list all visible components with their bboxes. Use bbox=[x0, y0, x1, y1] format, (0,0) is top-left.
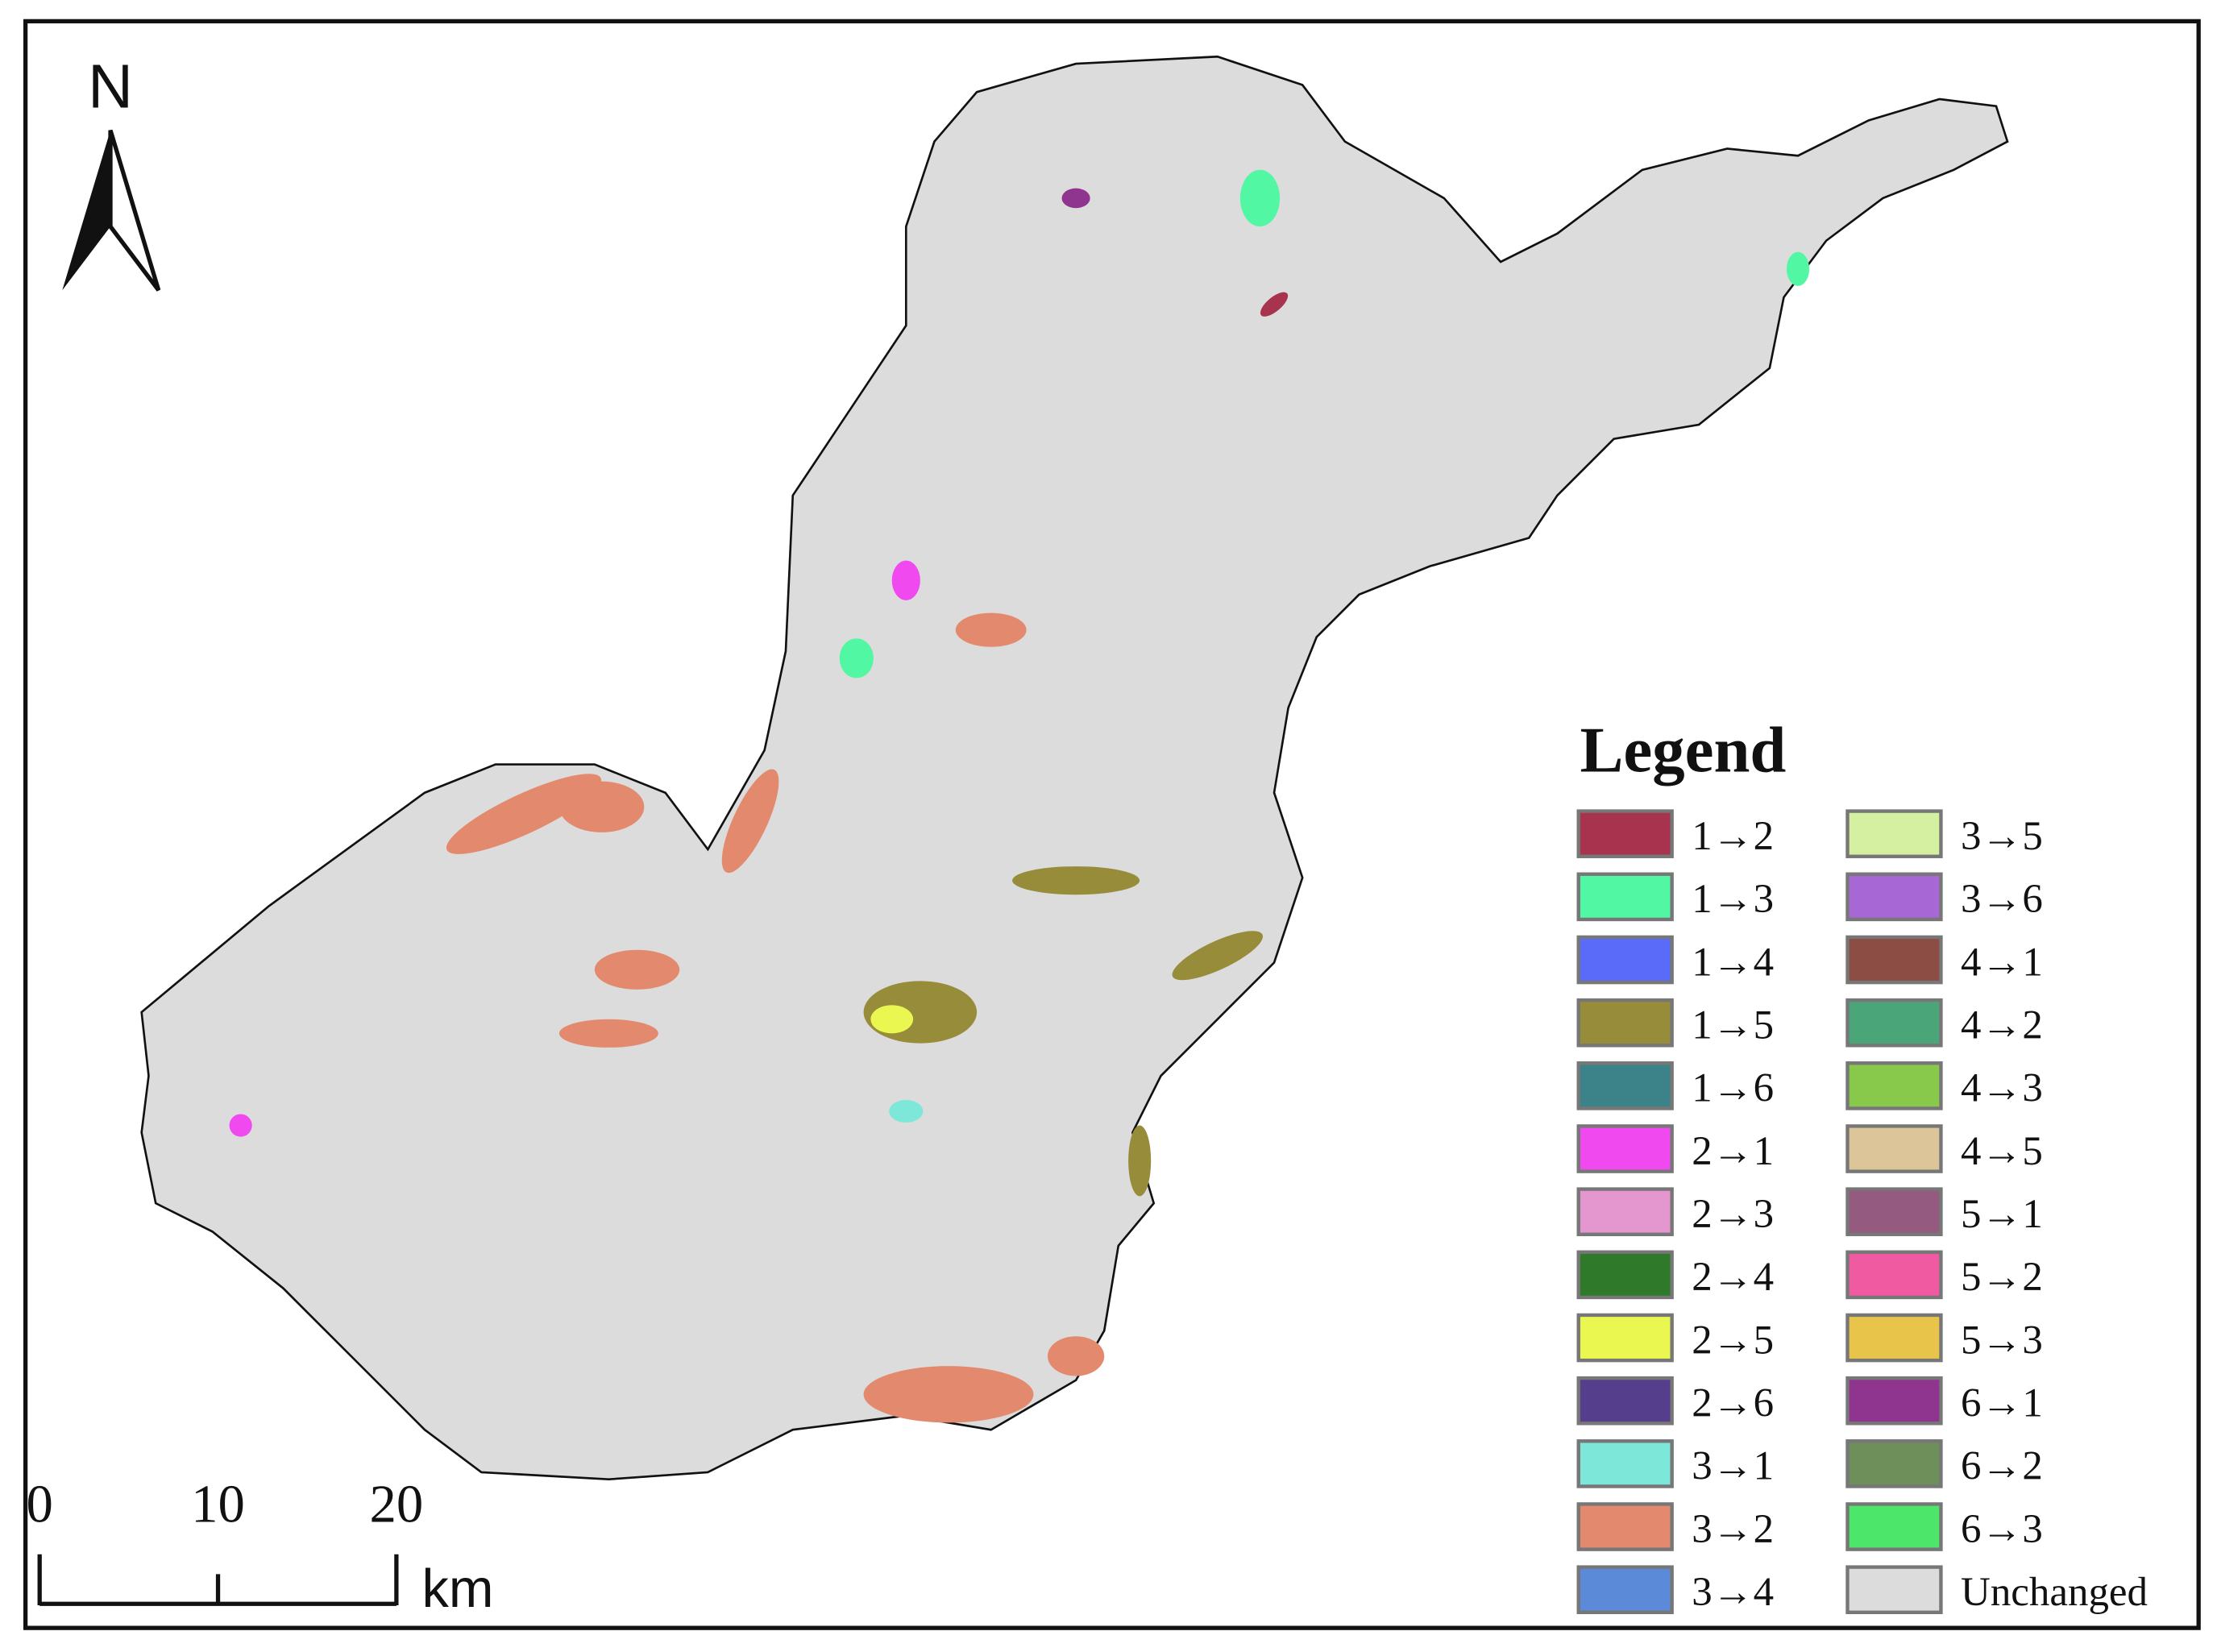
change-patches bbox=[229, 169, 1810, 1423]
legend-label: 2→5 bbox=[1692, 1318, 1774, 1363]
scale-unit: km bbox=[421, 1559, 493, 1619]
patch bbox=[1061, 188, 1090, 209]
patch bbox=[839, 638, 874, 679]
scale-label: 0 bbox=[26, 1475, 52, 1534]
legend-swatch bbox=[1576, 1439, 1674, 1488]
patch bbox=[446, 774, 602, 854]
legend-swatch bbox=[1576, 1376, 1674, 1426]
legend-label: 3→5 bbox=[1961, 814, 2043, 859]
patch bbox=[558, 1019, 658, 1048]
patch bbox=[1012, 866, 1140, 895]
patch bbox=[1172, 931, 1263, 981]
patch bbox=[558, 781, 645, 832]
legend-label: 2→1 bbox=[1692, 1129, 1774, 1174]
legend-label: 2→6 bbox=[1692, 1381, 1774, 1426]
legend-label: 2→3 bbox=[1692, 1192, 1774, 1237]
legend-label: 3→6 bbox=[1961, 877, 2043, 922]
legend-label: 1→2 bbox=[1692, 814, 1774, 859]
legend-label: 6→1 bbox=[1961, 1381, 2043, 1426]
scale-label: 10 bbox=[191, 1475, 245, 1534]
patch bbox=[870, 1005, 914, 1034]
legend-swatch bbox=[1845, 935, 1943, 985]
legend-label: 1→6 bbox=[1692, 1066, 1774, 1111]
legend-swatch bbox=[1576, 872, 1674, 922]
patch bbox=[721, 769, 779, 874]
patch bbox=[1128, 1125, 1152, 1197]
map-area bbox=[140, 55, 2009, 1481]
legend-swatch bbox=[1845, 1187, 1943, 1236]
legend-swatch bbox=[1845, 1250, 1943, 1300]
legend-swatch bbox=[1576, 935, 1674, 985]
legend-label: 6→3 bbox=[1961, 1507, 2043, 1552]
legend: Legend 1→2 1→3 1→4 1→5 1→6 2→1 2→3 2→4 2→5 2→6 3→1 3… bbox=[1576, 714, 2148, 1615]
legend-swatch bbox=[1845, 1061, 1943, 1110]
legend-label: 3→2 bbox=[1692, 1507, 1774, 1552]
legend-label: 3→1 bbox=[1692, 1444, 1774, 1489]
legend-swatch bbox=[1845, 1313, 1943, 1363]
legend-swatch bbox=[1845, 1376, 1943, 1426]
legend-swatch bbox=[1576, 809, 1674, 858]
legend-swatch bbox=[1576, 998, 1674, 1048]
arrow-right bbox=[108, 129, 161, 292]
legend-swatch bbox=[1845, 1502, 1943, 1551]
legend-label: 5→3 bbox=[1961, 1318, 2043, 1363]
legend-label: 3→4 bbox=[1692, 1570, 1774, 1615]
patch bbox=[955, 612, 1027, 647]
legend-swatch bbox=[1845, 1439, 1943, 1488]
legend-swatch bbox=[1576, 1250, 1674, 1300]
legend-swatch bbox=[1576, 1187, 1674, 1236]
legend-label: 1→4 bbox=[1692, 940, 1774, 985]
north-label: N bbox=[88, 52, 133, 122]
legend-title: Legend bbox=[1580, 714, 1786, 786]
legend-label: 1→3 bbox=[1692, 877, 1774, 922]
legend-label: 4→2 bbox=[1961, 1002, 2043, 1048]
patch bbox=[1047, 1336, 1105, 1376]
legend-swatch bbox=[1845, 1565, 1943, 1615]
north-arrow: N bbox=[62, 52, 161, 292]
legend-swatch bbox=[1845, 998, 1943, 1048]
watershed bbox=[140, 55, 2009, 1481]
legend-swatch bbox=[1576, 1565, 1674, 1615]
legend-swatch bbox=[1845, 872, 1943, 922]
scale-label: 20 bbox=[370, 1475, 424, 1534]
scale-bar: 0 10 20 km bbox=[26, 1475, 493, 1618]
legend-label: 5→2 bbox=[1961, 1255, 2043, 1300]
patch bbox=[863, 1366, 1034, 1423]
legend-label: 4→5 bbox=[1961, 1129, 2043, 1174]
legend-swatch bbox=[1576, 1124, 1674, 1173]
legend-label: 5→1 bbox=[1961, 1192, 2043, 1237]
patch bbox=[889, 1099, 924, 1123]
legend-swatch bbox=[1576, 1313, 1674, 1363]
legend-label: 4→3 bbox=[1961, 1066, 2043, 1111]
legend-label: Unchanged bbox=[1961, 1570, 2148, 1615]
legend-swatch bbox=[1845, 1124, 1943, 1173]
patch bbox=[1239, 169, 1281, 227]
patch bbox=[594, 949, 680, 990]
legend-swatch bbox=[1576, 1061, 1674, 1110]
patch bbox=[229, 1114, 252, 1137]
legend-label: 1→5 bbox=[1692, 1002, 1774, 1048]
legend-label: 6→2 bbox=[1961, 1444, 2043, 1489]
patch bbox=[891, 560, 920, 600]
legend-label: 4→1 bbox=[1961, 940, 2043, 985]
legend-label: 2→4 bbox=[1692, 1255, 1774, 1300]
patch bbox=[1786, 251, 1810, 286]
legend-swatch bbox=[1845, 809, 1943, 858]
patch bbox=[1260, 292, 1289, 317]
legend-swatch bbox=[1576, 1502, 1674, 1551]
